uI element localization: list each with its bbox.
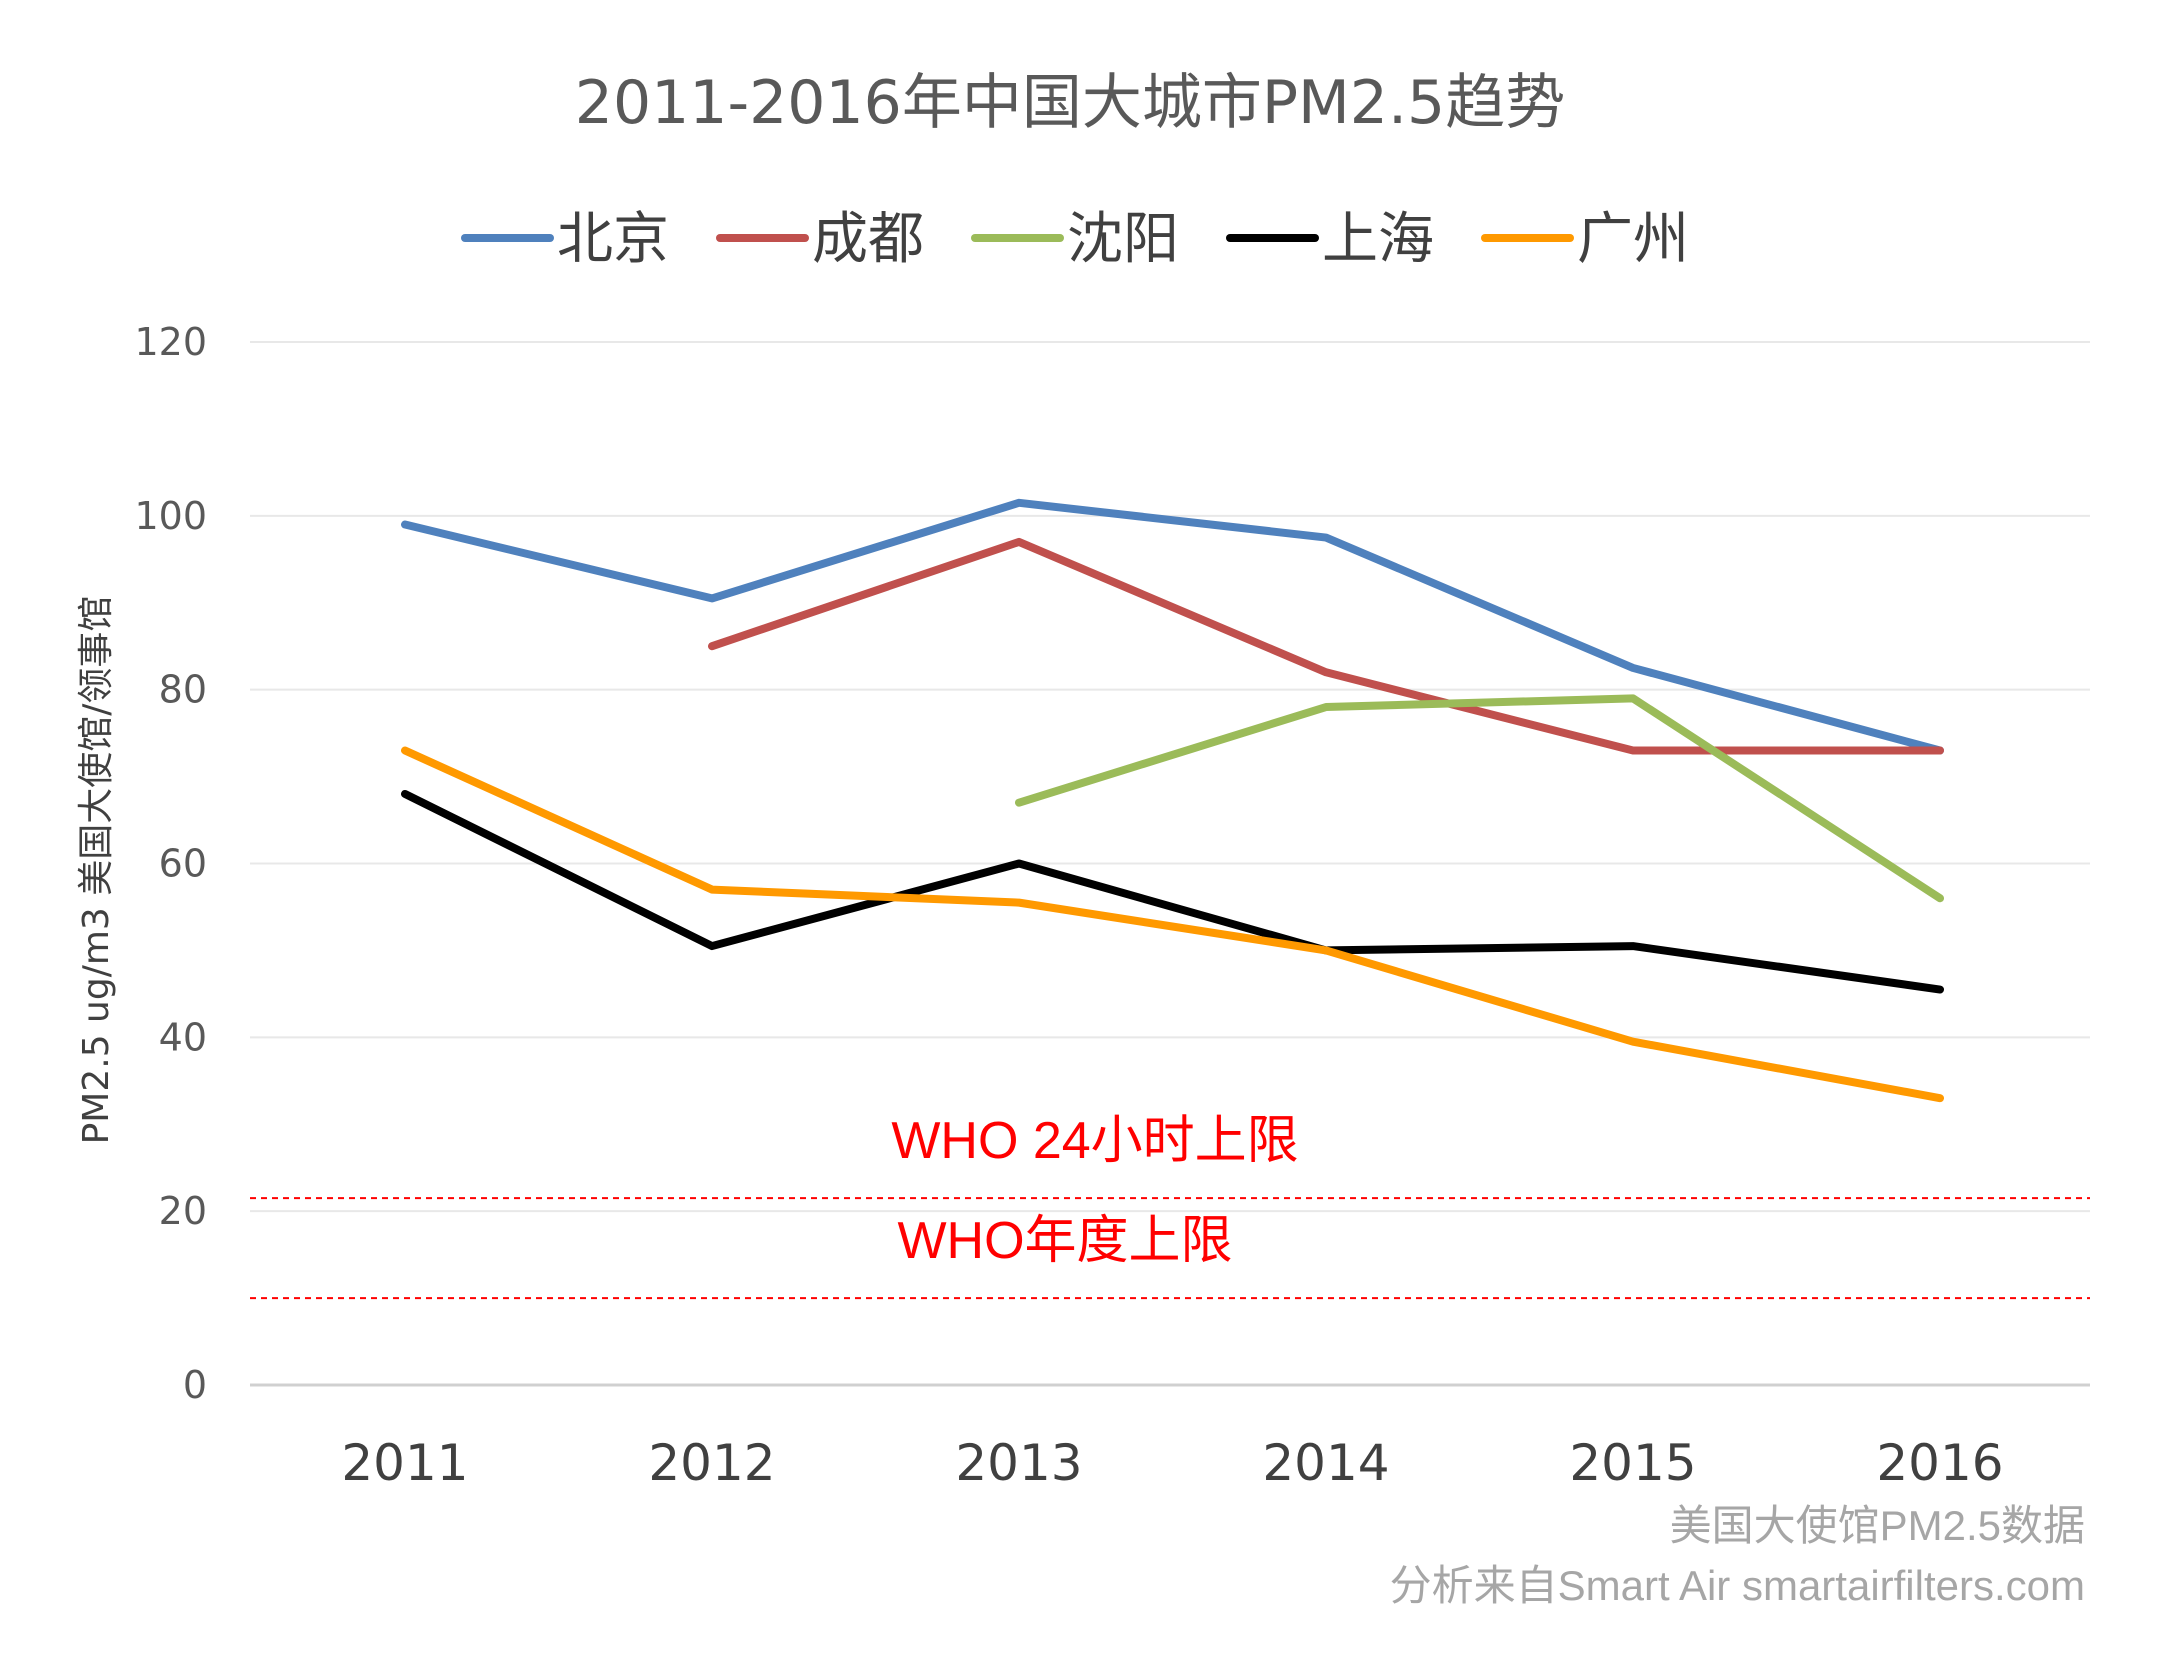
y-axis-label: PM2.5 ug/m3 美国大使馆/领事馆: [76, 596, 117, 1145]
x-tick-label: 2013: [955, 1434, 1082, 1492]
y-tick-label: 120: [134, 320, 207, 364]
x-tick-label: 2011: [341, 1434, 468, 1492]
gridlines: [250, 341, 2090, 1387]
series-line-2: [1015, 694, 1944, 903]
source-note: 美国大使馆PM2.5数据 分析来自Smart Air smartairfilte…: [1390, 1502, 2085, 1609]
x-tick-label: 2012: [648, 1434, 775, 1492]
x-tick-label: 2016: [1876, 1434, 2003, 1492]
legend-item: 广州: [1481, 207, 1689, 272]
series-line-0: [401, 498, 1944, 755]
y-tick-label: 20: [159, 1189, 207, 1233]
x-tick-label: 2014: [1262, 1434, 1389, 1492]
legend-item: 沈阳: [971, 207, 1179, 272]
y-tick-label: 80: [159, 668, 207, 712]
x-tick-label: 2015: [1569, 1434, 1696, 1492]
series-line-1: [708, 537, 1944, 755]
y-tick-label: 40: [159, 1015, 207, 1059]
legend-item: 北京: [461, 207, 669, 272]
legend-item: 成都: [716, 207, 924, 272]
reference-line-label: WHO年度上限: [897, 1212, 1232, 1270]
legend-label: 上海: [1322, 207, 1434, 272]
source-line-1: 美国大使馆PM2.5数据: [1670, 1502, 2085, 1549]
legend-label: 沈阳: [1067, 207, 1179, 272]
series-lines: [401, 498, 1944, 1103]
y-tick-label: 100: [134, 494, 207, 538]
chart-legend: 北京 成都 沈阳 上海 广州: [461, 207, 1689, 272]
reference-line-label: WHO 24小时上限: [891, 1112, 1298, 1170]
series-line-3: [401, 789, 1944, 994]
legend-label: 广州: [1577, 207, 1689, 272]
chart-title: 2011-2016年中国大城市PM2.5趋势: [575, 68, 1565, 138]
source-line-2: 分析来自Smart Air smartairfilters.com: [1390, 1562, 2085, 1609]
y-tick-label: 60: [159, 842, 207, 886]
legend-label: 成都: [812, 207, 924, 272]
series-line-4: [401, 746, 1944, 1103]
legend-label: 北京: [557, 207, 669, 272]
y-axis-ticks: 0 20 40 60 80 100 120: [134, 320, 207, 1407]
legend-item: 上海: [1226, 207, 1434, 272]
y-tick-label: 0: [183, 1363, 207, 1407]
x-axis-ticks: 2011 2012 2013 2014 2015 2016: [341, 1434, 2003, 1492]
reference-lines: WHO 24小时上限 WHO年度上限: [250, 1112, 2090, 1300]
